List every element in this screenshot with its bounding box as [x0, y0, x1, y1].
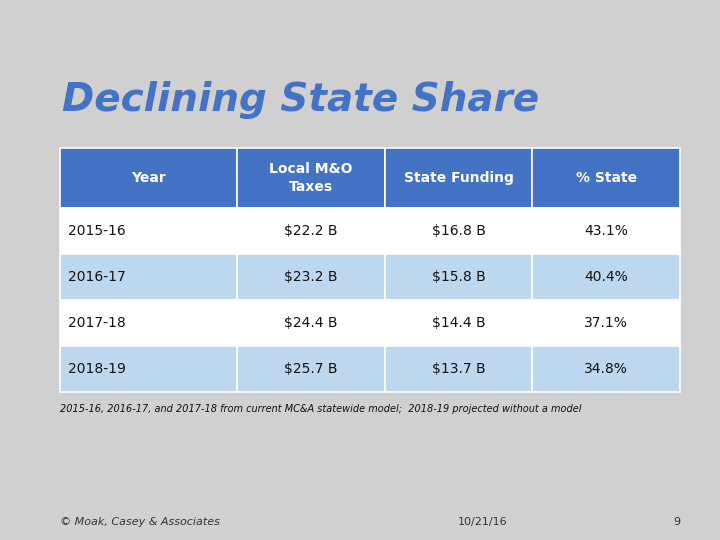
Text: $25.7 B: $25.7 B — [284, 362, 338, 376]
Bar — [237, 346, 384, 392]
Text: 43.1%: 43.1% — [584, 224, 628, 238]
Text: 10/21/16: 10/21/16 — [458, 517, 507, 527]
Bar — [384, 208, 532, 254]
Text: Year: Year — [131, 171, 166, 185]
Text: © Moak, Casey & Associates: © Moak, Casey & Associates — [60, 517, 220, 527]
Text: $14.4 B: $14.4 B — [431, 316, 485, 330]
Bar — [60, 254, 237, 300]
Bar — [532, 254, 680, 300]
Text: 40.4%: 40.4% — [584, 270, 628, 284]
Text: 2016-17: 2016-17 — [68, 270, 126, 284]
Bar — [532, 300, 680, 346]
Text: $16.8 B: $16.8 B — [431, 224, 485, 238]
Bar — [60, 346, 237, 392]
Bar — [384, 254, 532, 300]
Bar — [532, 148, 680, 208]
Text: $13.7 B: $13.7 B — [431, 362, 485, 376]
Bar — [237, 254, 384, 300]
Text: $23.2 B: $23.2 B — [284, 270, 338, 284]
Text: 34.8%: 34.8% — [584, 362, 628, 376]
Text: 37.1%: 37.1% — [584, 316, 628, 330]
Text: 2018-19: 2018-19 — [68, 362, 126, 376]
Text: $22.2 B: $22.2 B — [284, 224, 338, 238]
Text: 2017-18: 2017-18 — [68, 316, 126, 330]
Bar — [532, 208, 680, 254]
Text: Local M&O
Taxes: Local M&O Taxes — [269, 162, 353, 194]
Bar — [384, 148, 532, 208]
Text: % State: % State — [575, 171, 636, 185]
Text: $15.8 B: $15.8 B — [431, 270, 485, 284]
Bar — [60, 300, 237, 346]
Bar — [60, 148, 237, 208]
Text: State Funding: State Funding — [403, 171, 513, 185]
Text: 2015-16, 2016-17, and 2017-18 from current MC&A statewide model;  2018-19 projec: 2015-16, 2016-17, and 2017-18 from curre… — [60, 404, 582, 414]
Bar — [237, 300, 384, 346]
Text: 9: 9 — [673, 517, 680, 527]
Text: 2015-16: 2015-16 — [68, 224, 126, 238]
Text: Declining State Share: Declining State Share — [62, 81, 539, 119]
Bar — [384, 300, 532, 346]
Bar — [384, 346, 532, 392]
Bar — [237, 208, 384, 254]
Text: $24.4 B: $24.4 B — [284, 316, 338, 330]
Bar — [532, 346, 680, 392]
Bar — [237, 148, 384, 208]
Bar — [60, 208, 237, 254]
